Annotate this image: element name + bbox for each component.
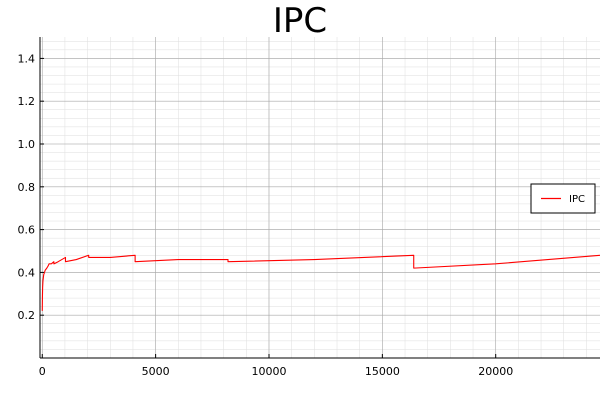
x-tick-label: 5000 bbox=[142, 365, 170, 378]
minor-grid bbox=[40, 37, 600, 359]
y-tick-label: 0.8 bbox=[18, 181, 36, 194]
x-tick-label: 20000 bbox=[478, 365, 513, 378]
series-line-ipc bbox=[41, 254, 600, 311]
y-tick-label: 0.6 bbox=[18, 224, 36, 237]
legend-box bbox=[530, 183, 596, 214]
x-tick-label: 10000 bbox=[251, 365, 286, 378]
chart-title: IPC bbox=[273, 1, 327, 41]
y-ticks: 0.2 0.4 0.6 0.8 1.0 1.2 1.4 bbox=[18, 52, 44, 322]
y-tick-label: 1.4 bbox=[18, 52, 36, 65]
x-ticks: 0 5000 10000 15000 20000 bbox=[39, 354, 513, 378]
legend: IPC bbox=[530, 183, 596, 214]
major-grid bbox=[40, 37, 600, 358]
y-tick-label: 1.0 bbox=[18, 138, 36, 151]
x-tick-label: 15000 bbox=[365, 365, 400, 378]
y-tick-label: 0.4 bbox=[18, 266, 36, 279]
x-tick-label: 0 bbox=[39, 365, 46, 378]
series-layer bbox=[41, 254, 600, 311]
y-tick-label: 0.2 bbox=[18, 309, 36, 322]
y-tick-label: 1.2 bbox=[18, 95, 36, 108]
legend-label-ipc: IPC bbox=[569, 194, 585, 205]
